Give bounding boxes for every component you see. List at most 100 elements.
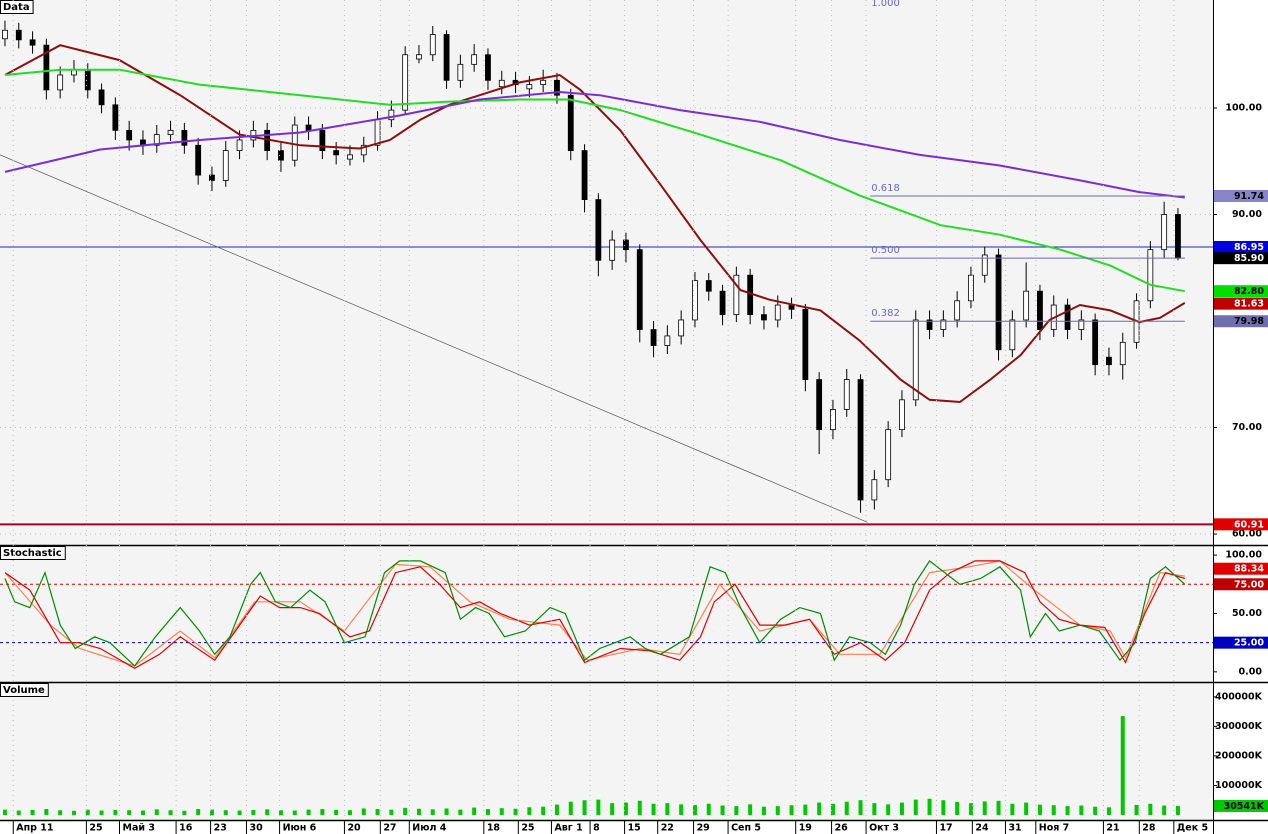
candle-body: [705, 280, 712, 292]
volume-bar: [347, 810, 352, 815]
fib-label: 1.000: [871, 0, 900, 9]
y-tick-label: 0.00: [1239, 666, 1263, 677]
fib-label: 0.618: [871, 183, 900, 194]
oscillator-line: [4, 560, 1186, 667]
panel: [0, 20, 1213, 535]
trendline: [0, 154, 868, 523]
volume-bar: [416, 808, 421, 815]
candle-body: [843, 379, 850, 410]
price-marker-label: 75.00: [1234, 579, 1264, 590]
candle-body: [278, 150, 284, 161]
price-marker: [1214, 636, 1268, 649]
candle-body: [1175, 214, 1181, 259]
volume-bar: [665, 803, 670, 815]
volume-bar: [748, 804, 753, 815]
candle-body: [567, 94, 574, 152]
price-marker: [1214, 189, 1268, 202]
candle-body: [1037, 290, 1043, 330]
candle-body: [664, 335, 671, 346]
candle-body: [595, 199, 602, 261]
volume-bar: [168, 810, 173, 815]
volume-bar: [996, 800, 1001, 815]
volume-bar: [775, 806, 780, 815]
x-tick-label: Окт 3: [869, 823, 899, 834]
price-marker-label: 81.63: [1234, 299, 1264, 310]
y-tick-label: 50.00: [1232, 608, 1262, 619]
volume-bar: [568, 801, 573, 815]
volume-bar: [85, 809, 90, 815]
candle-body: [940, 319, 947, 330]
volume-bar: [2, 809, 7, 815]
volume-bar: [196, 809, 201, 815]
candle-body: [43, 44, 50, 91]
volume-bar: [1065, 806, 1070, 815]
candle-body: [871, 479, 878, 501]
panel-title: Volume: [3, 685, 45, 696]
y-tick-label: 400000K: [1215, 691, 1263, 702]
candle-body: [1106, 356, 1112, 366]
candle-body: [1092, 319, 1099, 366]
x-tick-label: 25: [89, 823, 102, 834]
moving-average: [4, 44, 1186, 404]
panel: [2, 716, 1180, 815]
volume-bar: [223, 810, 228, 815]
price-marker: [1214, 297, 1268, 310]
candle-body: [347, 154, 353, 160]
volume-bar: [803, 804, 808, 815]
candle-body: [498, 79, 505, 88]
candle-body: [291, 124, 298, 161]
volume-bar: [844, 801, 849, 815]
candle-body: [1161, 214, 1168, 251]
candle-body: [968, 274, 974, 302]
volume-bar: [637, 800, 642, 815]
candle-body: [733, 274, 740, 316]
price-marker: [1214, 315, 1268, 328]
candle-body: [402, 54, 409, 111]
volume-bar: [458, 809, 463, 815]
volume-bar: [209, 809, 214, 815]
price-marker: [1214, 578, 1268, 591]
volume-bar: [968, 803, 973, 815]
candle-body: [581, 150, 588, 200]
y-tick-label: 60.00: [1232, 529, 1262, 540]
candle-body: [319, 129, 326, 152]
candle-body: [457, 63, 464, 81]
y-tick-label: 300000K: [1215, 721, 1263, 732]
volume-bar: [1120, 716, 1125, 815]
volume-bar: [320, 809, 325, 815]
x-tick-label: 29: [697, 823, 710, 834]
x-tick-label: 19: [799, 823, 812, 834]
volume-bar: [278, 810, 283, 815]
candle-body: [650, 329, 657, 346]
volume-bar: [485, 809, 490, 815]
x-tick-label: 15: [628, 823, 641, 834]
candle-body: [181, 129, 188, 146]
volume-bar: [182, 810, 187, 815]
candle-body: [222, 150, 229, 181]
candle-body: [126, 129, 133, 141]
volume-bar: [886, 804, 891, 815]
candle-body: [623, 239, 629, 251]
candle-body: [719, 290, 726, 316]
volume-bar: [444, 808, 449, 815]
volume-bar: [1148, 803, 1153, 815]
candle-body: [816, 379, 823, 431]
volume-bar: [1051, 805, 1056, 815]
volume-bar: [127, 810, 132, 815]
y-tick-label: 100.00: [1225, 550, 1262, 561]
volume-bar: [16, 810, 21, 815]
plot-background: [0, 0, 1213, 820]
volume-bar: [858, 800, 863, 815]
x-tick-label: 20: [347, 823, 361, 834]
candle-body: [554, 79, 560, 96]
volume-bar: [140, 810, 145, 815]
x-tick-label: Авг 1: [554, 823, 582, 834]
x-tick-label: Ноя 7: [1039, 823, 1070, 834]
volume-bar: [44, 809, 49, 815]
price-marker: [1214, 518, 1268, 531]
candle-body: [98, 89, 105, 106]
moving-average: [4, 90, 1185, 199]
candle-body: [636, 249, 643, 330]
price-marker-label: 86.95: [1234, 242, 1264, 253]
candle-body: [471, 54, 478, 65]
